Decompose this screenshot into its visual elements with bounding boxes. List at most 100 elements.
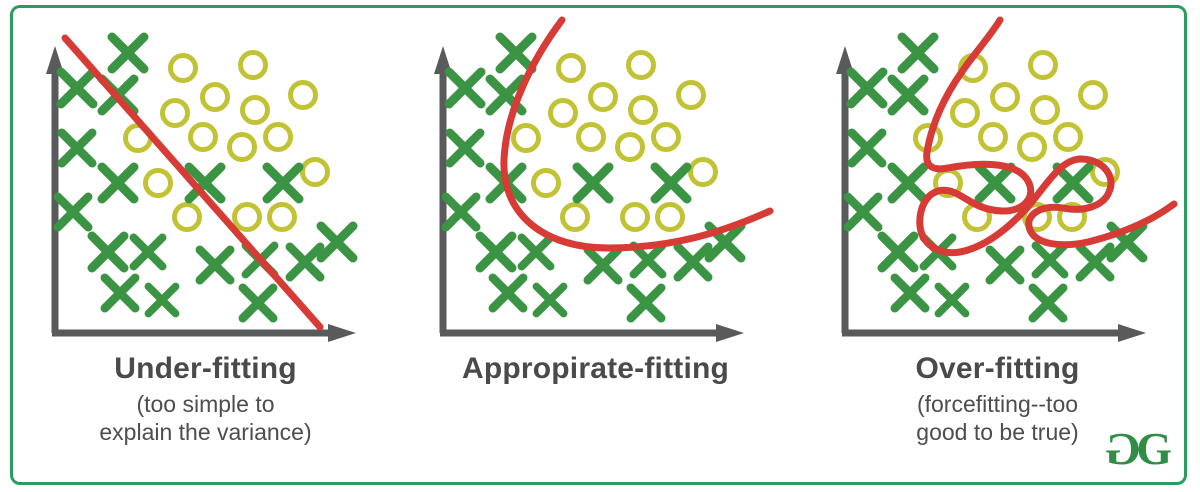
class-circle-point <box>688 157 718 187</box>
class-circle-point <box>172 202 202 232</box>
y-axis-arrow-icon <box>836 46 854 74</box>
class-circle-point <box>160 98 190 128</box>
class-x-point <box>316 221 358 263</box>
class-circle-point <box>531 168 561 198</box>
class-circle-point <box>628 95 658 125</box>
class-x-point <box>475 231 517 273</box>
class-circle-point <box>676 80 706 110</box>
class-circle-point <box>267 202 297 232</box>
class-circle-point <box>300 157 330 187</box>
panel-appropriate-fitting <box>418 16 774 350</box>
caption-appropriate-fitting: Appropirate-fitting <box>418 352 773 386</box>
subtitle-line: explain the variance) <box>99 418 312 445</box>
subtitle-over-fitting: (forcefitting--too good to be true) <box>820 391 1175 446</box>
class-x-point <box>1031 241 1069 279</box>
geeksforgeeks-logo: GG <box>1105 423 1172 474</box>
class-x-point <box>53 192 93 232</box>
class-circle-point <box>626 50 656 80</box>
decision-boundary-appropriate-fitting <box>500 16 774 252</box>
class-x-point <box>1052 162 1094 204</box>
class-circle-point <box>168 53 198 83</box>
class-circle-point <box>548 98 578 128</box>
class-x-point <box>184 162 226 204</box>
logo-g-mirrored: G <box>1105 423 1142 474</box>
class-x-point <box>846 67 888 109</box>
panel-over-fitting <box>820 16 1178 350</box>
subtitle-line: (too simple to <box>136 391 275 417</box>
title-appropriate-fitting: Appropirate-fitting <box>461 352 730 385</box>
class-x-point <box>129 233 167 271</box>
class-circle-point <box>240 95 270 125</box>
class-circle-point <box>1028 50 1058 80</box>
class-x-point <box>517 233 555 271</box>
class-x-point <box>441 192 481 232</box>
class-x-point <box>238 283 278 323</box>
plot-appropriate-fitting <box>434 16 774 342</box>
title-over-fitting: Over-fitting <box>915 352 1080 385</box>
class-x-point <box>107 32 149 74</box>
class-x-point <box>887 162 929 204</box>
panel-under-fitting <box>30 20 385 350</box>
class-x-point <box>626 283 666 323</box>
class-x-point <box>847 128 887 168</box>
x-axis-arrow-icon <box>1118 324 1146 342</box>
class-circle-point <box>615 132 645 162</box>
class-circle-point <box>1022 202 1052 232</box>
class-circle-point <box>1017 132 1047 162</box>
class-circle-point <box>950 98 980 128</box>
class-x-point <box>1075 242 1115 282</box>
class-x-point <box>877 231 919 273</box>
title-under-fitting: Under-fitting <box>114 352 297 385</box>
class-x-point <box>445 128 485 168</box>
class-x-point <box>444 67 486 109</box>
class-circle-point <box>655 202 685 232</box>
class-circle-point <box>232 202 262 232</box>
class-circle-point <box>288 80 318 110</box>
class-x-point <box>887 74 929 116</box>
class-x-point <box>57 128 97 168</box>
class-circle-point <box>188 122 218 152</box>
class-circle-point <box>200 82 230 112</box>
class-x-point <box>87 231 129 273</box>
y-axis-arrow-icon <box>46 46 64 74</box>
class-x-point <box>495 32 537 74</box>
class-x-point <box>532 282 568 318</box>
class-x-point <box>673 242 713 282</box>
class-circle-point <box>1053 122 1083 152</box>
class-circle-point <box>143 168 173 198</box>
decision-boundary-over-fitting <box>916 16 1178 257</box>
class-circle-point <box>978 122 1008 152</box>
class-circle-point <box>990 82 1020 112</box>
class-circle-point <box>511 123 541 153</box>
class-x-point <box>144 282 180 318</box>
class-circle-point <box>588 82 618 112</box>
class-x-point <box>285 242 325 282</box>
class-circle-point <box>1078 80 1108 110</box>
class-circle-point <box>1057 202 1087 232</box>
class-circle-point <box>1090 157 1120 187</box>
class-x-point <box>97 162 139 204</box>
class-x-point <box>985 245 1025 285</box>
class-circle-point <box>651 122 681 152</box>
class-x-point <box>934 282 970 318</box>
class-circle-point <box>576 122 606 152</box>
class-circle-point <box>263 122 293 152</box>
class-x-point <box>890 273 930 313</box>
class-x-point <box>262 162 304 204</box>
class-x-point <box>100 273 140 313</box>
logo-g: G <box>1136 423 1172 474</box>
plot-under-fitting <box>46 32 358 342</box>
class-circle-point <box>560 202 590 232</box>
class-x-point <box>195 245 235 285</box>
class-x-point <box>56 67 98 109</box>
caption-over-fitting: Over-fitting (forcefitting--too good to … <box>820 352 1175 446</box>
class-circle-point <box>556 53 586 83</box>
class-x-point <box>629 241 667 279</box>
subtitle-line: good to be true) <box>916 418 1079 445</box>
class-circle-point <box>238 50 268 80</box>
subtitle-line: (forcefitting--too <box>916 391 1079 417</box>
class-x-point <box>650 162 692 204</box>
class-x-point <box>1028 283 1068 323</box>
subtitle-under-fitting: (too simple to explain the variance) <box>28 391 383 446</box>
y-axis-arrow-icon <box>434 46 452 74</box>
